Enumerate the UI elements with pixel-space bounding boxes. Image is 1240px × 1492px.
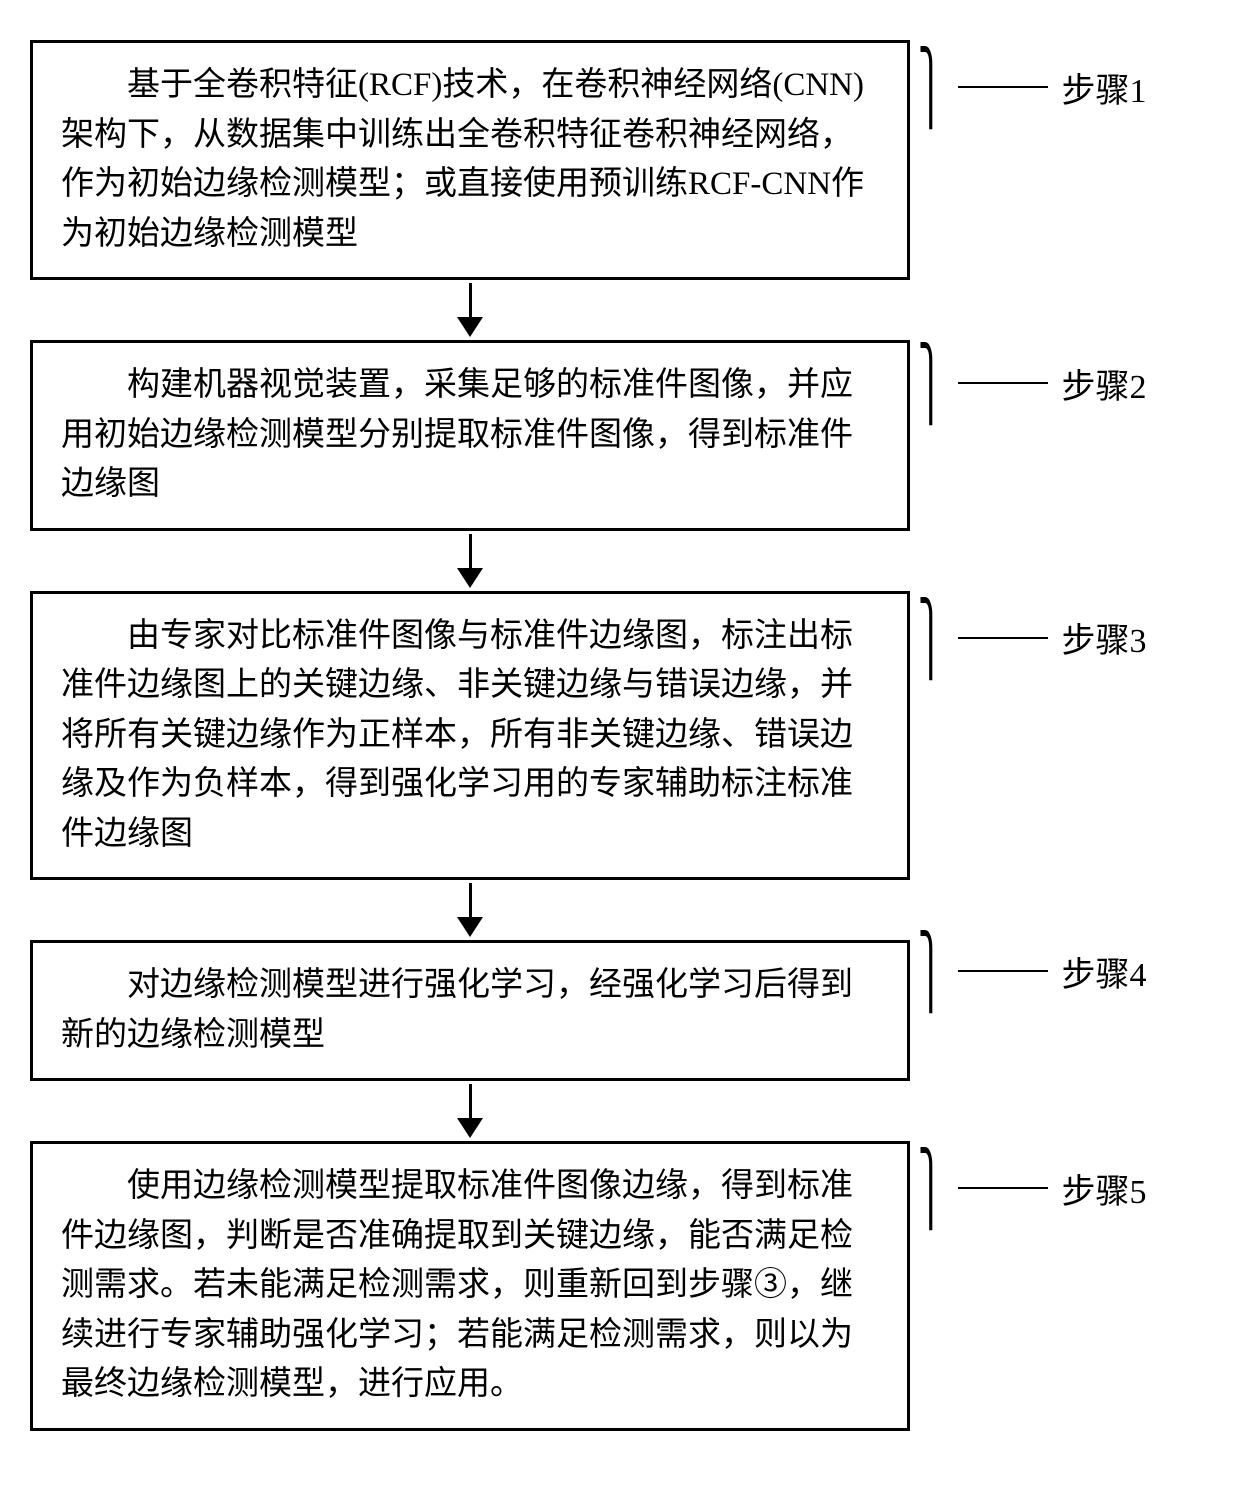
arrow-shaft xyxy=(469,534,472,568)
flowchart-box-step3: 由专家对比标准件图像与标准件边缘图，标注出标准件边缘图上的关键边缘、非关键边缘与… xyxy=(30,591,910,881)
step-text: 构建机器视觉装置，采集足够的标准件图像，并应用初始边缘检测模型分别提取标准件图像… xyxy=(61,361,879,510)
step-text: 由专家对比标准件图像与标准件边缘图，标注出标准件边缘图上的关键边缘、非关键边缘与… xyxy=(61,612,879,860)
step-text: 使用边缘检测模型提取标准件图像边缘，得到标准件边缘图，判断是否准确提取到关键边缘… xyxy=(61,1162,879,1410)
step-connector: ⎫ 步骤5 xyxy=(910,1163,1147,1213)
arrow-wrap xyxy=(30,280,1210,340)
step-connector: ⎫ 步骤3 xyxy=(910,613,1147,663)
arrow-wrap xyxy=(30,531,1210,591)
step-connector: ⎫ 步骤1 xyxy=(910,62,1147,112)
step-connector: ⎫ 步骤4 xyxy=(910,946,1147,996)
flow-arrow xyxy=(30,880,910,940)
flowchart-box-step4: 对边缘检测模型进行强化学习，经强化学习后得到新的边缘检测模型 xyxy=(30,940,910,1081)
step-text: 对边缘检测模型进行强化学习，经强化学习后得到新的边缘检测模型 xyxy=(61,961,879,1060)
brace-icon: ⎫ xyxy=(918,936,944,1006)
arrow-wrap xyxy=(30,880,1210,940)
brace-icon: ⎫ xyxy=(918,52,944,122)
step-label: 步骤3 xyxy=(1062,613,1147,662)
brace-icon: ⎫ xyxy=(918,603,944,673)
step-text: 基于全卷积特征(RCF)技术，在卷积神经网络(CNN)架构下，从数据集中训练出全… xyxy=(61,61,879,259)
connector-line xyxy=(958,1187,1048,1189)
flowchart-row: 对边缘检测模型进行强化学习，经强化学习后得到新的边缘检测模型 ⎫ 步骤4 xyxy=(30,940,1210,1081)
connector-line xyxy=(958,637,1048,639)
connector-line xyxy=(958,382,1048,384)
flowchart-row: 使用边缘检测模型提取标准件图像边缘，得到标准件边缘图，判断是否准确提取到关键边缘… xyxy=(30,1141,1210,1431)
step-label: 步骤1 xyxy=(1062,63,1147,112)
arrow-head-icon xyxy=(457,917,483,937)
arrow-shaft xyxy=(469,283,472,317)
arrow-head-icon xyxy=(457,317,483,337)
arrow-wrap xyxy=(30,1081,1210,1141)
step-connector: ⎫ 步骤2 xyxy=(910,358,1147,408)
flowchart-row: 构建机器视觉装置，采集足够的标准件图像，并应用初始边缘检测模型分别提取标准件图像… xyxy=(30,340,1210,531)
flowchart-box-step5: 使用边缘检测模型提取标准件图像边缘，得到标准件边缘图，判断是否准确提取到关键边缘… xyxy=(30,1141,910,1431)
arrow-head-icon xyxy=(457,1118,483,1138)
flow-arrow xyxy=(30,531,910,591)
arrow-shaft xyxy=(469,1084,472,1118)
arrow-head-icon xyxy=(457,568,483,588)
flow-arrow xyxy=(30,280,910,340)
step-label: 步骤4 xyxy=(1062,947,1147,996)
brace-icon: ⎫ xyxy=(918,1153,944,1223)
flowchart-row: 基于全卷积特征(RCF)技术，在卷积神经网络(CNN)架构下，从数据集中训练出全… xyxy=(30,40,1210,280)
connector-line xyxy=(958,86,1048,88)
flow-arrow xyxy=(30,1081,910,1141)
step-label: 步骤2 xyxy=(1062,359,1147,408)
brace-icon: ⎫ xyxy=(918,348,944,418)
flowchart-row: 由专家对比标准件图像与标准件边缘图，标注出标准件边缘图上的关键边缘、非关键边缘与… xyxy=(30,591,1210,881)
arrow-shaft xyxy=(469,883,472,917)
flowchart-box-step2: 构建机器视觉装置，采集足够的标准件图像，并应用初始边缘检测模型分别提取标准件图像… xyxy=(30,340,910,531)
flowchart-box-step1: 基于全卷积特征(RCF)技术，在卷积神经网络(CNN)架构下，从数据集中训练出全… xyxy=(30,40,910,280)
flowchart-container: 基于全卷积特征(RCF)技术，在卷积神经网络(CNN)架构下，从数据集中训练出全… xyxy=(30,40,1210,1431)
connector-line xyxy=(958,970,1048,972)
step-label: 步骤5 xyxy=(1062,1164,1147,1213)
